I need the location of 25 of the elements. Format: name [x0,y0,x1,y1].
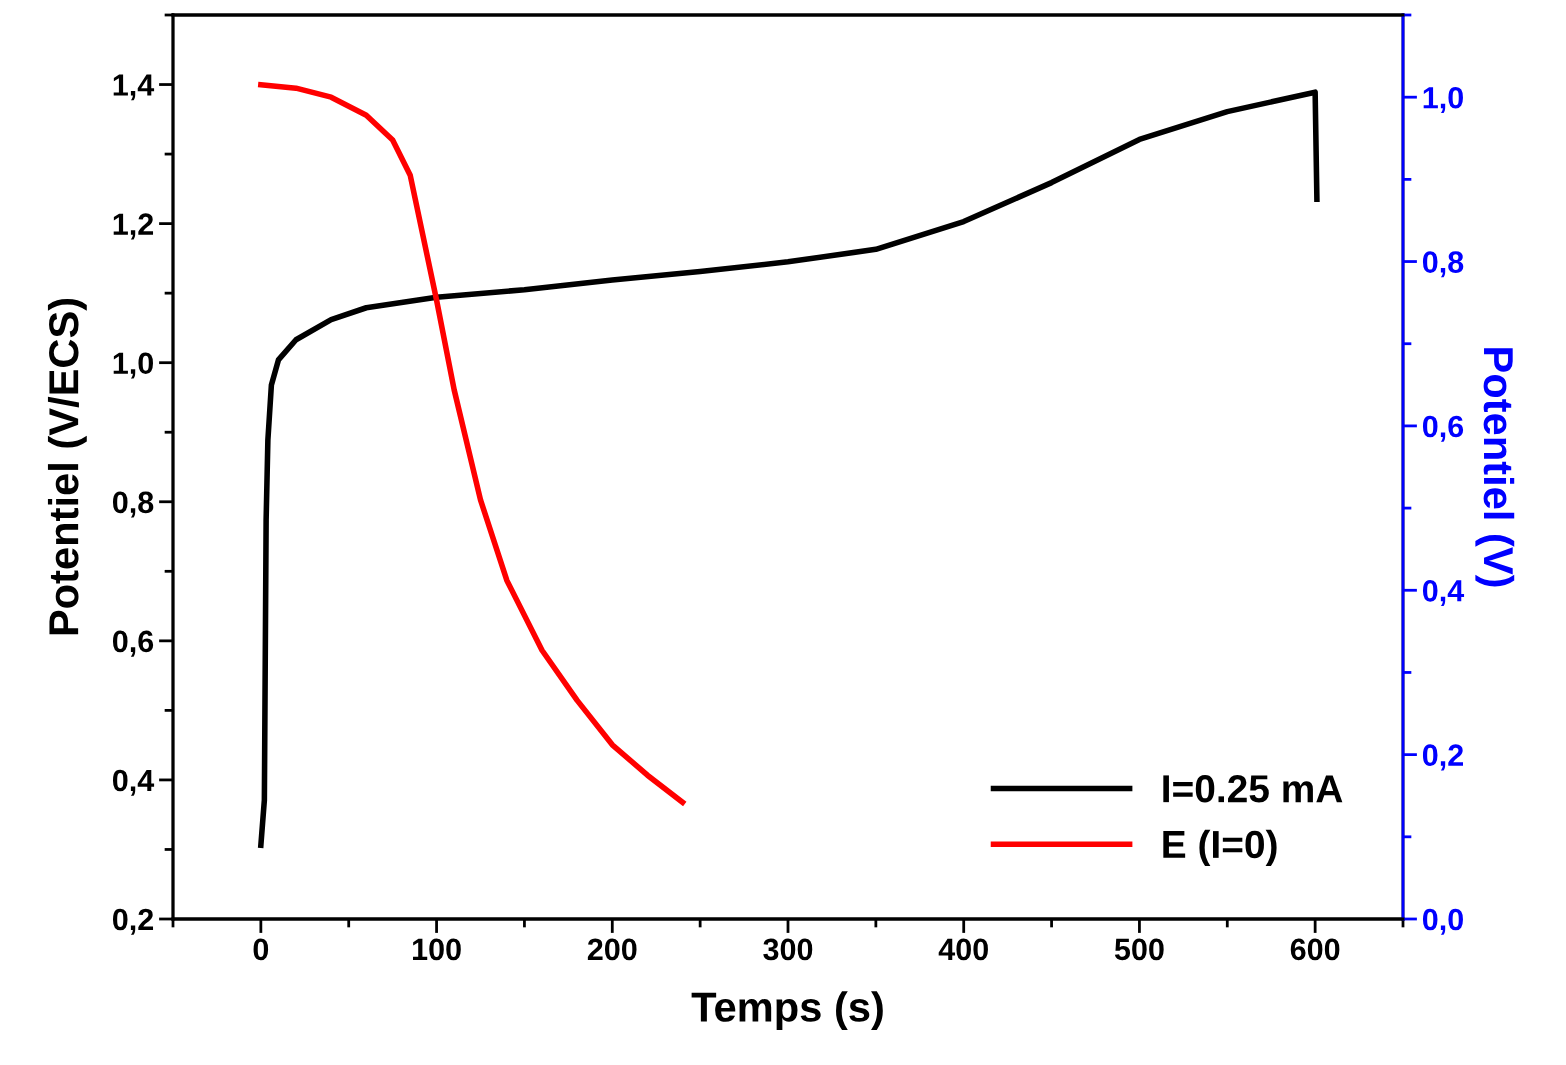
x-tick-label: 300 [763,938,813,961]
y-axis-title: Potentiel (V/ECS) [47,298,87,635]
y-tick-label: 0,4 [112,769,155,796]
x-tick-label: 600 [1290,938,1340,961]
x-tick-label: 500 [1114,938,1164,961]
y-tick-label: 1,0 [113,352,153,379]
x-tick-label: 100 [413,938,461,961]
y-tick-label: 0,6 [112,630,154,657]
y2-tick-label: 0,0 [1422,908,1463,935]
y-tick-label: 1,2 [113,213,154,240]
y-tick-label: 1,4 [113,74,155,101]
y2-tick-label: 1,0 [1423,86,1463,113]
y-tick-label: 0,8 [112,491,154,518]
legend-label: I=0.25 mA [1163,775,1343,803]
y2-tick-label: 0,2 [1422,744,1463,771]
y2-axis-title: Potentiel (V) [1475,348,1515,587]
legend-label: E (I=0) [1163,829,1277,866]
x-tick-label: 0 [253,938,269,961]
x-axis-title: Temps (s) [691,991,883,1031]
y2-tick-label: 0,6 [1422,415,1464,442]
y2-tick-label: 0,4 [1422,580,1465,607]
x-tick-label: 400 [938,938,988,961]
x-tick-label: 200 [587,938,637,961]
y-tick-label: 0,2 [112,908,154,935]
y2-tick-label: 0,8 [1422,251,1464,278]
